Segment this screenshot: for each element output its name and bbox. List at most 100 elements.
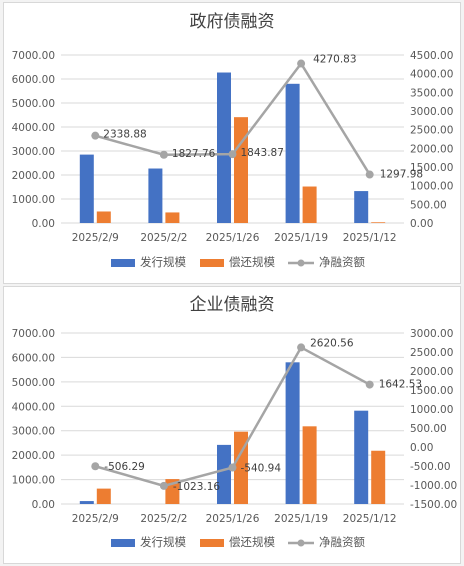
legend-label: 偿还规模 <box>229 255 275 269</box>
enterprise-bond-financing-chart: 企业债融资 0.00 1000.00 2000.00 3000.00 4000.00 500… <box>3 286 461 564</box>
enterprise-bond-financing-svg: 企业债融资 0.00 1000.00 2000.00 3000.00 4000.00 500… <box>12 295 458 549</box>
y-right-tick-label: 1000.00 <box>410 181 453 193</box>
x-tick-label: 2025/1/26 <box>206 513 260 525</box>
y-left-tick-label: 7000.00 <box>12 50 55 62</box>
chart-title: 政府债融资 <box>190 12 275 32</box>
y-right-tick-label: 2500.00 <box>410 347 453 359</box>
bar-issue <box>148 168 163 223</box>
data-label: -506.29 <box>104 461 145 473</box>
y-right-tick-label: 0.00 <box>410 218 433 230</box>
y-right-tick-label: 2000.00 <box>410 143 453 155</box>
data-label: -1023.16 <box>173 481 221 493</box>
bar-issue <box>217 72 231 224</box>
legend-label: 净融资额 <box>319 255 365 269</box>
data-label: 2620.56 <box>310 337 354 349</box>
x-tick-label: 2025/1/12 <box>343 232 397 244</box>
y-right-tick-label: 0.00 <box>410 442 433 454</box>
y-right-tick-label: 4500.00 <box>410 50 453 62</box>
bar-issue <box>354 410 369 504</box>
y-left-tick-label: 7000.00 <box>12 328 55 340</box>
bar-repay <box>96 211 111 223</box>
bar-repay <box>234 117 248 223</box>
y-left-tick-label: 3000.00 <box>12 146 55 158</box>
x-tick-label: 2025/2/9 <box>72 513 119 525</box>
bar-repay <box>371 222 386 223</box>
legend-swatch <box>200 259 224 267</box>
chart-title: 企业债融资 <box>190 295 275 315</box>
y-left-tick-label: 2000.00 <box>12 450 55 462</box>
point-net <box>159 481 168 490</box>
legend-swatch <box>111 259 135 267</box>
point-net <box>228 150 237 159</box>
bar-issue <box>79 501 94 504</box>
y-left-tick-label: 4000.00 <box>12 122 55 134</box>
point-net <box>365 170 374 179</box>
legend-swatch <box>111 539 135 547</box>
y-right-tick-label: 2500.00 <box>410 125 453 137</box>
y-left-tick-label: 5000.00 <box>12 98 55 110</box>
y-left-tick-label: 1000.00 <box>12 475 55 487</box>
bar-repay <box>302 426 317 504</box>
point-net <box>159 150 168 159</box>
legend-label: 偿还规模 <box>229 535 275 549</box>
y-left-tick-label: 2000.00 <box>12 170 55 182</box>
y-left-tick-label: 4000.00 <box>12 401 55 413</box>
y-right-tick-label: 500.00 <box>410 423 447 435</box>
y-left-tick-label: 6000.00 <box>12 74 55 86</box>
point-net <box>228 463 237 472</box>
bar-repay <box>96 488 111 504</box>
bar-issue <box>217 444 231 504</box>
point-net <box>91 462 100 471</box>
y-left-tick-label: 0.00 <box>32 218 55 230</box>
government-bond-financing-chart: 政府债融资 0.00 1000.00 2000.00 3000.00 4000.00 500… <box>3 2 461 284</box>
y-left-tick-label: 5000.00 <box>12 377 55 389</box>
bar-issue <box>79 154 94 223</box>
data-label: 1843.87 <box>241 147 284 159</box>
data-label: -540.94 <box>241 463 282 475</box>
bar-repay <box>371 450 386 504</box>
legend-label: 发行规模 <box>140 535 186 549</box>
y-left-tick-label: 0.00 <box>32 499 55 511</box>
y-left-tick-label: 1000.00 <box>12 194 55 206</box>
bar-issue <box>285 83 300 223</box>
x-tick-label: 2025/1/12 <box>343 513 397 525</box>
point-net <box>365 380 374 389</box>
y-right-tick-label: -500.00 <box>410 461 451 473</box>
y-right-tick-label: 1500.00 <box>410 385 453 397</box>
y-right-tick-label: -1000.00 <box>410 480 457 492</box>
point-net <box>297 59 306 68</box>
legend-label: 净融资额 <box>319 535 365 549</box>
y-right-tick-label: 2000.00 <box>410 366 453 378</box>
y-right-tick-label: 500.00 <box>410 199 447 211</box>
data-label: 1297.98 <box>380 169 423 181</box>
x-tick-label: 2025/1/26 <box>206 232 260 244</box>
y-left-tick-label: 6000.00 <box>12 352 55 364</box>
x-tick-label: 2025/1/19 <box>274 232 328 244</box>
y-right-tick-label: 1500.00 <box>410 162 453 174</box>
x-tick-label: 2025/2/9 <box>72 232 119 244</box>
data-label: 1642.53 <box>379 379 422 391</box>
bar-issue <box>285 362 300 504</box>
x-tick-label: 2025/2/2 <box>140 513 187 525</box>
point-net <box>297 343 306 352</box>
y-right-tick-label: 4000.00 <box>410 69 453 81</box>
point-net <box>91 131 100 140</box>
x-tick-label: 2025/1/19 <box>274 513 328 525</box>
data-label: 2338.88 <box>103 129 146 141</box>
legend-label: 发行规模 <box>140 255 186 269</box>
y-right-tick-label: 3500.00 <box>410 87 453 99</box>
legend-marker <box>297 259 305 267</box>
government-bond-financing-svg: 政府债融资 0.00 1000.00 2000.00 3000.00 4000.00 500… <box>12 12 454 269</box>
bar-repay <box>302 186 317 223</box>
data-label: 4270.83 <box>313 54 356 66</box>
x-tick-label: 2025/2/2 <box>140 232 187 244</box>
y-right-tick-label: 3000.00 <box>410 328 453 340</box>
data-label: 1827.76 <box>172 148 216 160</box>
y-right-tick-label: 3000.00 <box>410 106 453 118</box>
y-left-tick-label: 3000.00 <box>12 426 55 438</box>
y-right-tick-label: -1500.00 <box>410 499 457 511</box>
legend-swatch <box>200 539 224 547</box>
bar-repay <box>165 212 180 223</box>
legend-marker <box>297 539 305 547</box>
